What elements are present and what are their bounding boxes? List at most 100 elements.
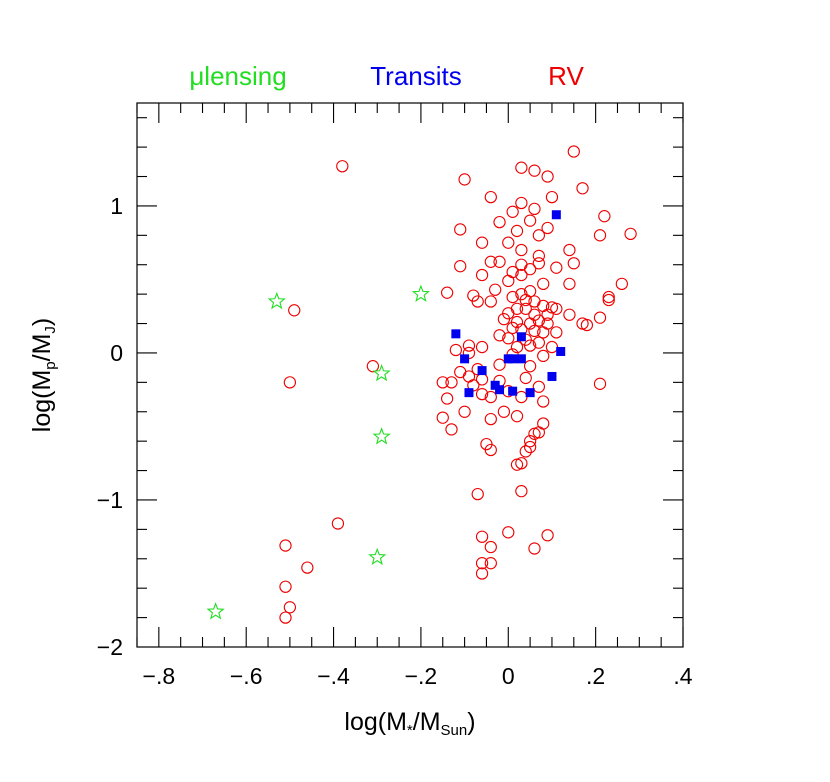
rv-point (484, 443, 497, 457)
rv-point (366, 360, 380, 373)
rv-point (283, 601, 297, 614)
rv-point (563, 243, 576, 257)
y-tick-label: 1 (110, 193, 123, 219)
legend-label-mulensing: μlensing (189, 61, 286, 91)
x-tick-label: .2 (586, 663, 605, 689)
rv-point (484, 412, 497, 426)
rv-point (279, 611, 292, 624)
rv-point (484, 557, 497, 570)
rv-point (528, 164, 541, 177)
transit-point (477, 366, 487, 376)
rv-point (510, 224, 524, 238)
legend: μlensing Transits RV (189, 61, 584, 91)
rv-point (462, 370, 476, 383)
rv-point (528, 542, 541, 555)
rv-point (331, 517, 345, 530)
rv-point (541, 529, 554, 542)
rv-point (515, 196, 528, 210)
rv-point (593, 229, 607, 242)
rv-point (436, 376, 449, 389)
transit-point (556, 346, 566, 356)
rv-point (506, 290, 519, 304)
rv-point (537, 417, 550, 430)
rv-point (510, 302, 524, 315)
x-tick-label: −.6 (230, 663, 263, 689)
rv-point (523, 440, 537, 454)
rv-point (545, 190, 559, 204)
rv-point (301, 561, 314, 574)
rv-point (475, 387, 489, 401)
rv-point (497, 405, 511, 418)
rv-point (279, 539, 292, 552)
x-tick-label: −.4 (317, 663, 350, 689)
rv-point (458, 405, 471, 418)
microlensing-point (206, 602, 225, 620)
rv-point (279, 580, 292, 593)
rv-point (502, 274, 515, 288)
transit-point (495, 385, 505, 395)
rv-point (515, 485, 528, 498)
rv-point (493, 329, 506, 342)
rv-point (563, 277, 576, 290)
rv-point (510, 410, 524, 423)
rv-point (532, 380, 546, 393)
rv-point (484, 255, 497, 268)
microlensing-point (267, 291, 286, 310)
rv-point (537, 326, 550, 339)
rv-point (537, 277, 550, 290)
rv-point (532, 229, 546, 242)
rv-point (615, 277, 628, 290)
rv-point (484, 295, 497, 308)
rv-point (541, 221, 554, 235)
transit-point (551, 210, 561, 220)
transit-point (508, 386, 518, 396)
x-axis-title: log(M*/MSun) (344, 708, 475, 739)
rv-point (484, 190, 497, 204)
x-tick-labels: −.8 −.6 −.4 −.2 0 .2 .4 (143, 663, 693, 689)
rv-point (454, 260, 467, 273)
rv-point (493, 255, 506, 268)
rv-point (532, 336, 546, 349)
x-tick-label: .4 (673, 663, 692, 689)
y-tick-label: −2 (97, 634, 123, 660)
y-tick-label: −1 (97, 487, 123, 513)
rv-point (532, 314, 546, 327)
rv-point (519, 293, 532, 307)
rv-point (545, 340, 559, 354)
rv-point (519, 445, 532, 458)
rv-point (454, 223, 467, 236)
rv-point (449, 343, 463, 357)
rv-point (475, 557, 489, 570)
rv-point (502, 332, 515, 345)
transit-point (460, 354, 470, 364)
rv-point (515, 243, 528, 257)
rv-point (475, 268, 489, 282)
legend-label-transits: Transits (370, 61, 462, 91)
rv-point (489, 283, 502, 296)
rv-point (567, 145, 580, 158)
rv-point (602, 290, 615, 304)
rv-point (523, 262, 537, 276)
rv-point (541, 308, 554, 321)
transit-point (464, 388, 474, 398)
x-tick-label: 0 (502, 663, 515, 689)
x-tick-label: −.2 (405, 663, 438, 689)
data-points (206, 145, 637, 624)
rv-point (515, 161, 528, 174)
transit-point (451, 329, 461, 339)
rv-point (550, 302, 563, 315)
rv-point (550, 326, 563, 339)
rv-point (593, 377, 607, 390)
rv-point (475, 340, 489, 354)
microlensing-point (372, 427, 391, 445)
rv-point (493, 358, 506, 371)
y-tick-label: 0 (110, 340, 123, 366)
rv-point (288, 304, 301, 317)
legend-label-rv: RV (548, 61, 584, 91)
rv-point (528, 324, 541, 338)
rv-point (506, 205, 519, 218)
rv-point (550, 261, 563, 274)
rv-point (336, 160, 349, 173)
axis-ticks (136, 103, 684, 648)
microlensing-point (411, 284, 430, 302)
